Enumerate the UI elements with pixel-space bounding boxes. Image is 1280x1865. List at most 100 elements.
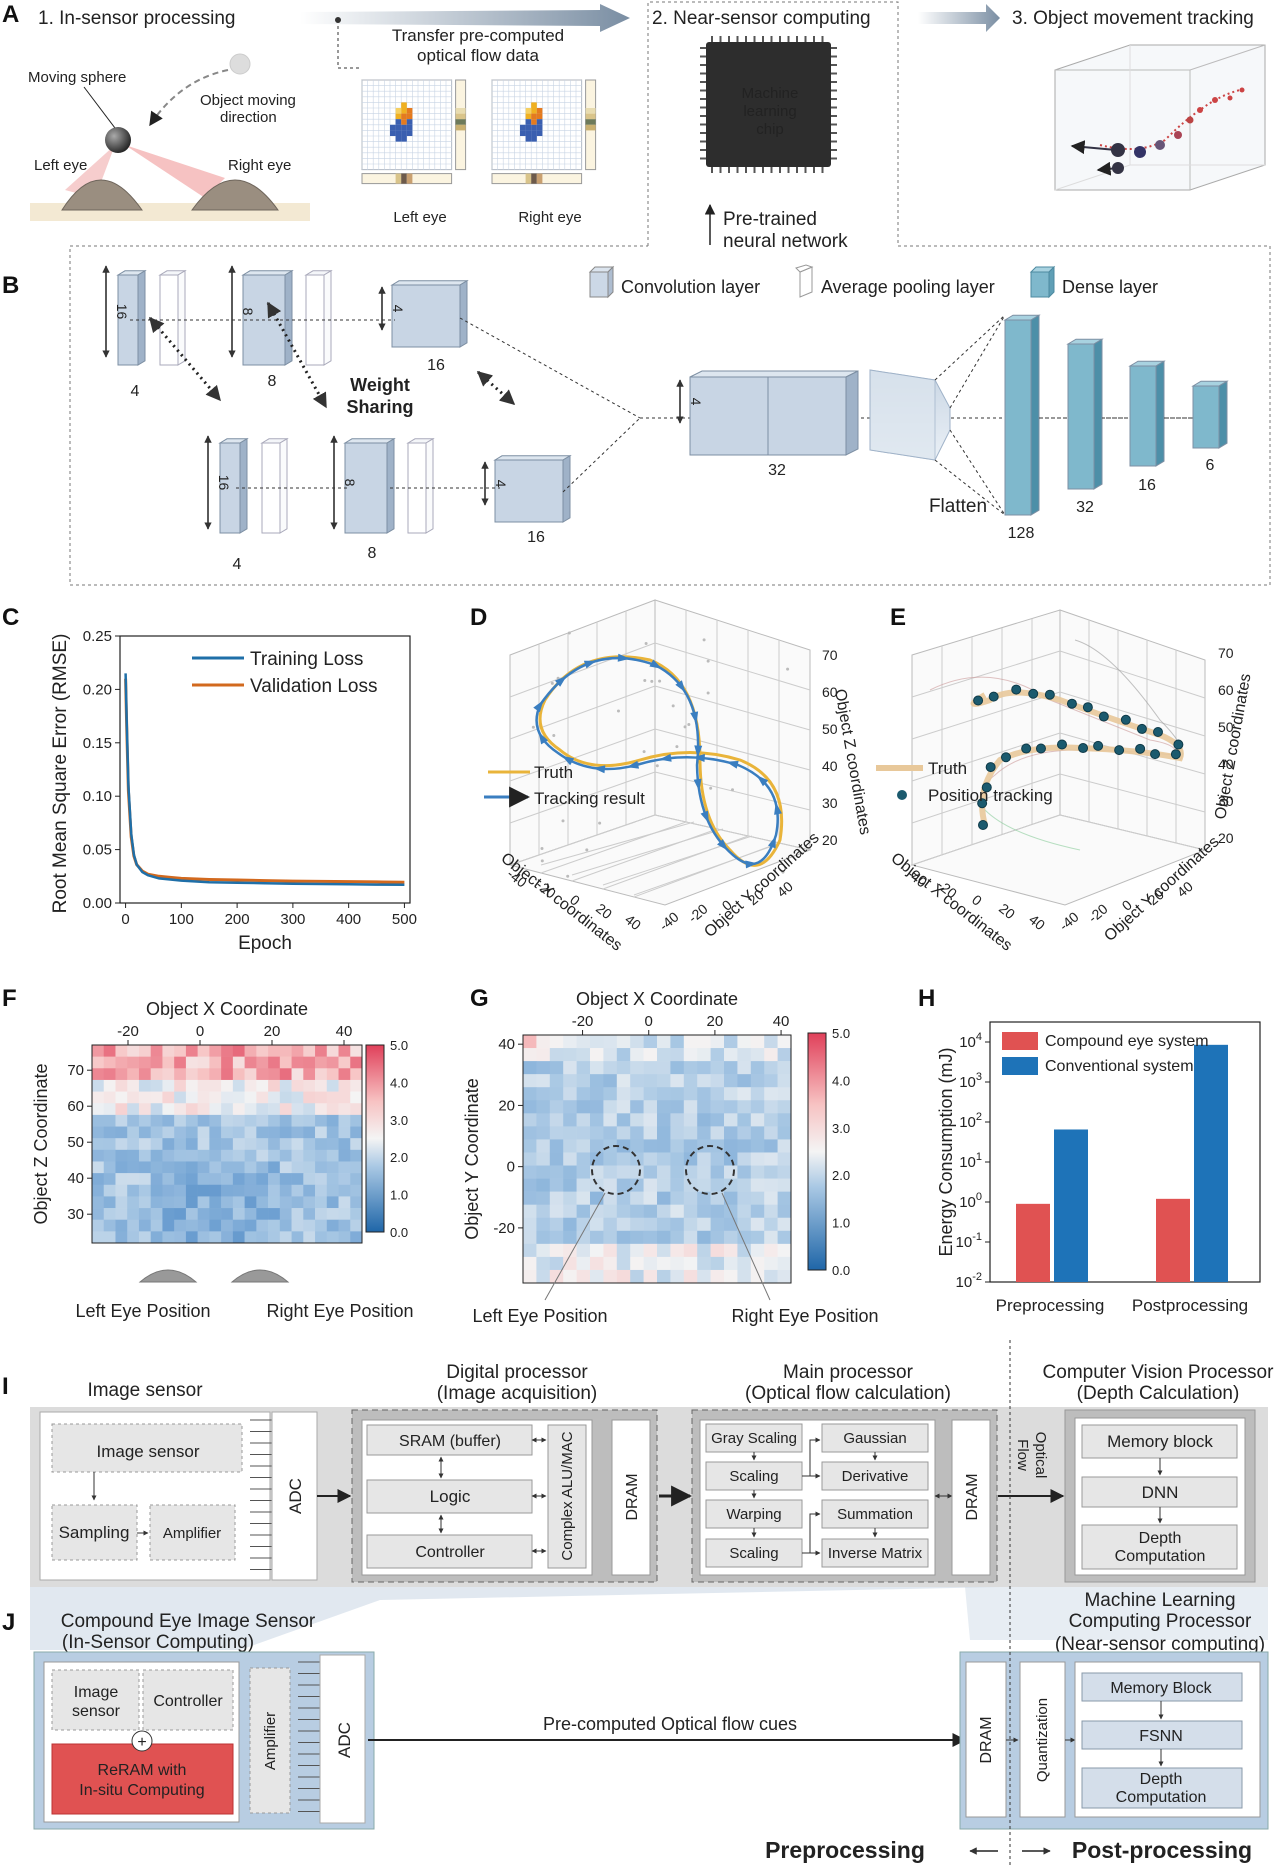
panel-label-h: H (918, 985, 935, 1012)
flatten-line-2 (949, 429, 1006, 516)
g-heat-cell (563, 1191, 577, 1205)
i-optical-flow-2: Flow (1014, 1439, 1031, 1471)
d-tracking-arrow (690, 711, 699, 724)
d-projection-point (540, 847, 544, 851)
j-dram: DRAM (978, 1716, 995, 1763)
g-heat-cell (697, 1230, 711, 1245)
g-heat-cell (616, 1165, 631, 1179)
g-heat-cell (536, 1100, 551, 1114)
g-heat-cell (616, 1061, 631, 1075)
g-heat-cell (643, 1139, 658, 1153)
g-heat-cell (683, 1100, 698, 1114)
f-heat-cell (197, 1056, 210, 1069)
g-heat-cell (576, 1087, 591, 1101)
d-tracking-arrow (726, 760, 739, 769)
f-heat-cell (174, 1091, 187, 1104)
g-heat-cell (764, 1256, 778, 1271)
f-heat-cell (315, 1161, 328, 1174)
conv3-bot (493, 454, 572, 523)
h-ytick-exp: -1 (972, 1231, 982, 1243)
flatten-line-3 (934, 459, 1006, 516)
g-heat-cell (737, 1178, 752, 1192)
e-xtick-label: 20 (996, 900, 1018, 922)
g-heat-cell (549, 1087, 564, 1101)
f-heat-cell (279, 1196, 292, 1209)
panel-label-f: F (2, 985, 17, 1012)
e-ztick-label: 20 (1218, 830, 1234, 846)
f-heat-cell (185, 1114, 198, 1127)
e-tracking-point (1114, 745, 1125, 756)
f-heat-cell (279, 1161, 292, 1174)
f-heat-cell (209, 1056, 222, 1069)
g-heat-cell (630, 1204, 644, 1219)
f-heat-cell (268, 1126, 281, 1139)
g-heat-cell (657, 1230, 671, 1245)
f-heat-cell (291, 1126, 304, 1139)
g-heat-cell (764, 1191, 778, 1205)
j-depth-1: Depth (1140, 1771, 1183, 1788)
f-heat-cell (162, 1138, 175, 1151)
weight-share-arrow-2 (476, 370, 516, 406)
e-tracking-point (1173, 739, 1184, 750)
f-heat-cell (174, 1173, 187, 1186)
g-heat-cell (764, 1204, 778, 1219)
i-cv-title-1: Computer Vision Processor (1043, 1362, 1275, 1383)
g-heat-cell (777, 1074, 792, 1088)
g-heat-cell (549, 1191, 564, 1205)
c-ytick-label: 0.00 (83, 895, 112, 912)
f-heat-cell (197, 1091, 210, 1104)
f-heat-cell (244, 1161, 257, 1174)
g-heat-cell (777, 1217, 792, 1232)
g-heat-cell (576, 1152, 591, 1166)
g-heat-cell (750, 1048, 765, 1062)
f-heat-cell (115, 1138, 128, 1151)
g-heat-cell (563, 1087, 577, 1101)
f-heat-cell (92, 1091, 105, 1104)
f-heat-cell (127, 1196, 140, 1209)
g-heat-cell (670, 1178, 685, 1192)
i-depth-2: Computation (1115, 1548, 1206, 1565)
f-heat-cell (291, 1138, 304, 1151)
right-eye-label: Right eye (228, 157, 291, 174)
d-projection-point (567, 631, 571, 635)
g-heat-cell (590, 1061, 604, 1075)
g-heat-cell (563, 1178, 577, 1192)
f-heat-cell (150, 1091, 163, 1104)
g-heat-cell (523, 1204, 537, 1219)
g-heat-cell (683, 1087, 698, 1101)
g-heat-cell (777, 1061, 792, 1075)
transfer-label-2: optical flow data (417, 46, 539, 65)
g-heat-cell (657, 1061, 671, 1075)
g-heat-cell (523, 1061, 537, 1075)
f-heat-cell (268, 1091, 281, 1104)
d-projection-point (706, 691, 710, 695)
f-heat-cell (279, 1126, 292, 1139)
preprocessing-label: Preprocessing (765, 1837, 925, 1863)
g-heat-cell (697, 1178, 711, 1192)
panel-j: J Compound Eye Image Sensor (In-Sensor C… (2, 1340, 1269, 1865)
f-heat-cell (268, 1103, 281, 1116)
e-tracking-point (988, 691, 999, 702)
g-heat-cell (576, 1048, 591, 1062)
f-heat-cell (279, 1219, 292, 1232)
f-heat-cell (303, 1114, 316, 1127)
f-heat-cell (291, 1114, 304, 1127)
f-heat-cell (197, 1068, 210, 1081)
g-heat-cell (670, 1035, 685, 1049)
f-heat-cell (209, 1173, 222, 1186)
g-heat-cell (737, 1243, 752, 1258)
f-heat-cell (256, 1079, 269, 1092)
g-colorbar (807, 1032, 827, 1271)
f-xtick-label: 40 (336, 1023, 353, 1040)
g-heat-cell (764, 1152, 778, 1166)
f-heat-cell (326, 1184, 339, 1197)
f-heat-cell (103, 1208, 116, 1221)
step2-title: 2. Near-sensor computing (652, 8, 871, 29)
g-heat-cell (643, 1100, 658, 1114)
d-projection-point (585, 848, 589, 852)
g-heat-cell (683, 1048, 698, 1062)
g-heat-cell (670, 1152, 685, 1166)
f-heat-cell (303, 1103, 316, 1116)
g-heat-cell (724, 1126, 738, 1140)
